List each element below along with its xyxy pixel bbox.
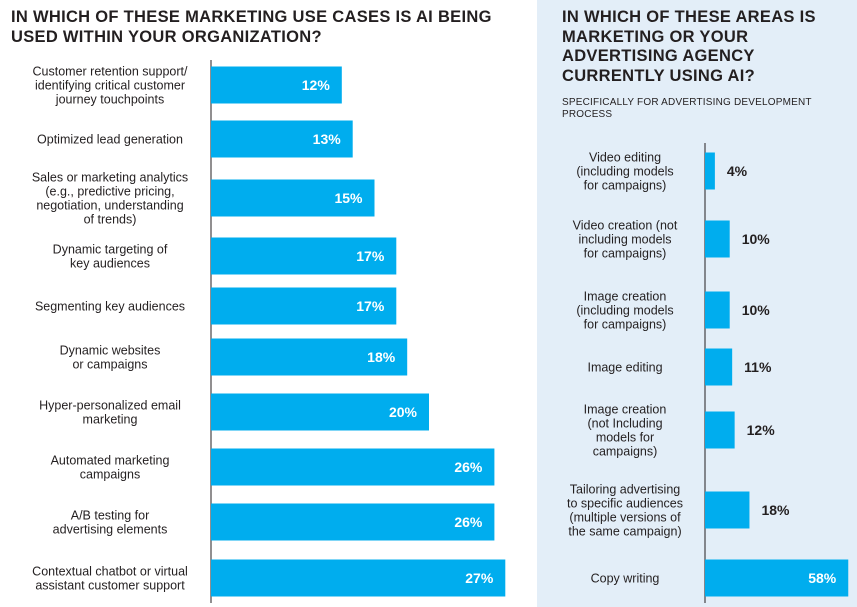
left-bar-4 xyxy=(211,237,397,275)
right-category-label-6: Tailoring advertising to specific audienc… xyxy=(567,483,683,539)
left-value-label-9: 26% xyxy=(454,514,483,530)
left-category-label-line: Customer retention support/ xyxy=(33,65,188,79)
left-bar-10 xyxy=(211,559,506,597)
left-value-label-10: 27% xyxy=(465,570,494,586)
right-category-label-line: for campaigns) xyxy=(584,247,667,261)
right-value-label-5: 12% xyxy=(747,422,776,438)
right-category-label-7: Copy writing xyxy=(591,572,660,586)
left-category-label-line: journey touchpoints xyxy=(55,93,164,107)
left-category-label-line: Contextual chatbot or virtual xyxy=(32,565,188,579)
left-category-label-line: marketing xyxy=(83,413,138,427)
right-category-label-line: (not Including xyxy=(587,417,662,431)
right-category-label-2: Video creation (not including models for c… xyxy=(573,219,678,261)
right-category-label-line: Video editing xyxy=(589,151,661,165)
right-bar-5 xyxy=(705,411,735,449)
right-value-label-6: 18% xyxy=(761,502,790,518)
right-category-label-line: Video creation (not xyxy=(573,219,678,233)
right-category-label-line: campaigns) xyxy=(593,445,658,459)
right-bar-7 xyxy=(705,559,849,597)
left-category-label-5: Segmenting key audiences xyxy=(35,300,185,314)
left-value-label-3: 15% xyxy=(334,190,363,206)
left-value-label-8: 26% xyxy=(454,459,483,475)
left-category-label-line: Hyper-personalized email xyxy=(39,399,181,413)
left-category-label-line: or campaigns xyxy=(72,358,147,372)
left-bar-9 xyxy=(211,503,495,541)
left-category-label-1: Customer retention support/identifying c… xyxy=(33,65,188,107)
left-value-label-6: 18% xyxy=(367,349,396,365)
left-value-label-7: 20% xyxy=(389,404,418,420)
right-value-label-1: 4% xyxy=(727,163,748,179)
right-category-label-line: Image editing xyxy=(587,361,662,375)
left-category-label-line: Segmenting key audiences xyxy=(35,300,185,314)
left-value-label-1: 12% xyxy=(302,77,331,93)
left-bar-7 xyxy=(211,393,429,431)
right-category-label-line: Image creation xyxy=(584,290,667,304)
left-category-label-10: Contextual chatbot or virtual assistant c… xyxy=(32,565,188,593)
left-category-label-line: Automated marketing xyxy=(51,454,170,468)
left-value-label-4: 17% xyxy=(356,248,385,264)
right-category-label-line: (multiple versions of xyxy=(569,511,681,525)
right-bar-1 xyxy=(705,152,715,190)
left-category-label-4: Dynamic targeting of key audiences xyxy=(53,243,168,271)
right-chart-title: IN WHICH OF THESE AREAS IS MARKETING OR … xyxy=(562,8,816,85)
left-bar-8 xyxy=(211,448,495,486)
right-category-label-line: Image creation xyxy=(584,403,667,417)
left-category-label-line: A/B testing for xyxy=(71,509,150,523)
left-category-label-line: key audiences xyxy=(70,257,150,271)
left-category-label-7: Hyper-personalized email marketing xyxy=(39,399,181,427)
right-value-label-2: 10% xyxy=(742,231,771,247)
left-category-label-line: assistant customer support xyxy=(35,579,185,593)
left-chart-title: IN WHICH OF THESE MARKETING USE CASES IS… xyxy=(11,8,492,46)
left-category-label-line: Dynamic targeting of xyxy=(53,243,168,257)
left-bar-3 xyxy=(211,179,375,217)
right-category-label-line: models for xyxy=(596,431,654,445)
left-bar-6 xyxy=(211,338,408,376)
left-category-label-line: Optimized lead generation xyxy=(37,133,183,147)
right-value-label-4: 11% xyxy=(744,359,772,375)
left-category-label-line: campaigns xyxy=(80,468,140,482)
right-category-label-line: (including models xyxy=(576,304,673,318)
right-category-label-line: for campaigns) xyxy=(584,318,667,332)
left-chart-marks: 12% Customer retention support/identifyin… xyxy=(32,65,506,597)
right-category-label-1: Video editing (including models for campai… xyxy=(576,151,673,193)
right-value-label-3: 10% xyxy=(742,302,771,318)
left-bar-2 xyxy=(211,120,353,158)
right-category-label-line: including models xyxy=(578,233,671,247)
left-value-label-5: 17% xyxy=(356,298,385,314)
left-category-label-line: negotiation, understanding xyxy=(36,199,183,213)
right-category-label-5: Image creation (not Including models for ca… xyxy=(584,403,667,459)
right-category-label-line: for campaigns) xyxy=(584,179,667,193)
right-category-label-line: the same campaign) xyxy=(568,525,681,539)
right-category-label-line: (including models xyxy=(576,165,673,179)
right-bar-3 xyxy=(705,291,730,329)
left-value-label-2: 13% xyxy=(313,131,342,147)
left-category-label-9: A/B testing for advertising elements xyxy=(53,509,168,537)
left-category-label-3: Sales or marketing analytics (e.g., predi… xyxy=(32,171,188,227)
right-category-label-line: Tailoring advertising xyxy=(570,483,681,497)
left-category-label-line: (e.g., predictive pricing, xyxy=(45,185,174,199)
left-category-label-line: Sales or marketing analytics xyxy=(32,171,188,185)
right-category-label-4: Image editing xyxy=(587,361,662,375)
left-category-label-2: Optimized lead generation xyxy=(37,133,183,147)
right-bar-2 xyxy=(705,220,730,258)
left-category-label-6: Dynamic websites or campaigns xyxy=(60,344,161,372)
left-bar-5 xyxy=(211,287,397,325)
right-panel xyxy=(537,0,857,607)
right-bar-6 xyxy=(705,491,750,529)
left-category-label-line: of trends) xyxy=(84,213,137,227)
left-bar-1 xyxy=(211,66,342,104)
left-category-label-line: advertising elements xyxy=(53,523,168,537)
right-chart-marks: 4%Video editing (including models for camp… xyxy=(567,151,849,597)
left-category-label-line: identifying critical customer xyxy=(35,79,185,93)
right-value-label-7: 58% xyxy=(808,570,837,586)
right-bar-4 xyxy=(705,348,733,386)
right-category-label-3: Image creation (including models for campa… xyxy=(576,290,673,332)
left-category-label-8: Automated marketing campaigns xyxy=(51,454,170,482)
right-category-label-line: Copy writing xyxy=(591,572,660,586)
right-category-label-line: to specific audiences xyxy=(567,497,683,511)
left-category-label-line: Dynamic websites xyxy=(60,344,161,358)
right-chart-subtitle: SPECIFICALLY FOR ADVERTISING DEVELOPMENT… xyxy=(562,97,812,120)
